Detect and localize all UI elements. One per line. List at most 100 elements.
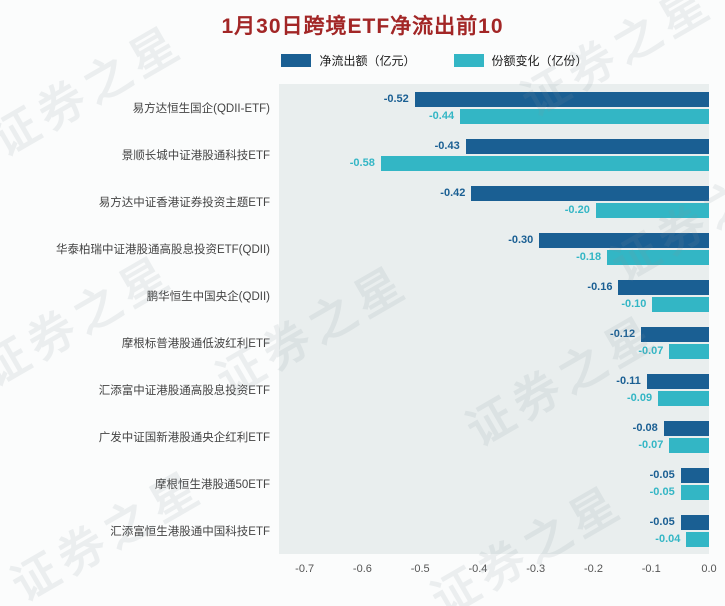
share-change-bar [669, 437, 709, 453]
x-axis-tick-label: -0.1 [641, 563, 661, 575]
bar-value-label: -0.16 [587, 281, 613, 293]
net-outflow-bar [539, 232, 709, 248]
bar-value-label: -0.44 [428, 110, 455, 122]
bar-line: -0.12 [279, 326, 709, 342]
bar-line: -0.07 [279, 343, 709, 359]
bar-value-label: -0.10 [621, 298, 647, 310]
bar-line: -0.42 [279, 185, 709, 201]
bar-area: -0.08 -0.07 [279, 413, 709, 460]
x-axis-tick-label: -0.4 [468, 563, 488, 575]
bar-value-label: -0.52 [383, 93, 409, 105]
bar-value-label: -0.11 [616, 375, 641, 387]
x-axis-tick-label: -0.2 [583, 563, 603, 575]
legend-swatch-share-change [453, 54, 484, 67]
bar-area: -0.42 -0.20 [279, 178, 709, 225]
bar-line: -0.05 [279, 514, 709, 530]
bar-chart: 易方达恒生国企(QDII-ETF) -0.52 -0.44 景顺长城中证港股通科技ET… [0, 84, 717, 578]
legend-item-net-outflow: 净流出额（亿元） [281, 52, 416, 69]
bar-area: -0.52 -0.44 [279, 84, 709, 131]
net-outflow-bar [641, 326, 709, 342]
bar-value-label: -0.05 [649, 516, 675, 528]
bar-line: -0.09 [279, 390, 709, 406]
bar-value-label: -0.09 [627, 392, 653, 404]
bar-line: -0.05 [279, 484, 709, 500]
chart-row: 易方达恒生国企(QDII-ETF) -0.52 -0.44 [0, 84, 709, 131]
chart-row: 摩根恒生港股通50ETF -0.05 -0.05 [0, 460, 709, 507]
share-change-bar [669, 343, 709, 359]
bar-line: -0.05 [279, 467, 709, 483]
chart-row: 易方达中证香港证券投资主题ETF -0.42 -0.20 [0, 178, 709, 225]
legend-label-net-outflow: 净流出额（亿元） [319, 54, 416, 68]
net-outflow-bar [414, 91, 709, 107]
bar-area: -0.12 -0.07 [279, 319, 709, 366]
bar-line: -0.10 [279, 296, 709, 312]
bar-value-label: -0.42 [440, 187, 466, 199]
legend-swatch-net-outflow [281, 54, 312, 67]
net-outflow-bar [465, 138, 709, 154]
bar-line: -0.44 [279, 108, 709, 124]
bar-line: -0.20 [279, 202, 709, 218]
bar-line: -0.18 [279, 249, 709, 265]
bar-value-label: -0.18 [576, 251, 602, 263]
chart-row: 汇添富中证港股通高股息投资ETF -0.11 -0.09 [0, 366, 709, 413]
bar-line: -0.16 [279, 279, 709, 295]
chart-row: 华泰柏瑞中证港股通高股息投资ETF(QDII) -0.30 -0.18 [0, 225, 709, 272]
bar-value-label: -0.04 [655, 533, 681, 545]
bar-value-label: -0.05 [649, 486, 675, 498]
share-change-bar [595, 202, 709, 218]
bar-value-label: -0.08 [632, 422, 658, 434]
x-axis-tick-label: -0.5 [410, 563, 430, 575]
x-axis-tick-label: -0.3 [526, 563, 546, 575]
bar-line: -0.30 [279, 232, 709, 248]
share-change-bar [380, 155, 709, 171]
bar-value-label: -0.43 [434, 140, 460, 152]
x-axis-tick-label: 0.0 [701, 563, 717, 575]
share-change-bar [680, 484, 709, 500]
category-label: 摩根恒生港股通50ETF [154, 478, 270, 491]
x-axis-tick-label: -0.7 [295, 563, 315, 575]
legend-label-share-change: 份额变化（亿份） [491, 54, 588, 68]
share-change-bar [460, 108, 709, 124]
bar-value-label: -0.20 [564, 204, 590, 216]
bar-value-label: -0.12 [610, 328, 636, 340]
legend-item-share-change: 份额变化（亿份） [453, 52, 588, 69]
net-outflow-bar [680, 467, 709, 483]
chart-row: 广发中证国新港股通央企红利ETF -0.08 -0.07 [0, 413, 709, 460]
net-outflow-bar [663, 420, 709, 436]
chart-row: 景顺长城中证港股通科技ETF -0.43 -0.58 [0, 131, 709, 178]
bar-line: -0.43 [279, 138, 709, 154]
bar-area: -0.05 -0.04 [279, 507, 709, 554]
chart-title: 1月30日跨境ETF净流出前10 [221, 15, 504, 38]
category-label: 汇添富中证港股通高股息投资ETF [98, 384, 270, 397]
bar-value-label: -0.58 [349, 157, 375, 169]
bar-line: -0.52 [279, 91, 709, 107]
net-outflow-bar [471, 185, 709, 201]
bar-value-label: -0.07 [638, 345, 664, 357]
bar-value-label: -0.07 [638, 439, 664, 451]
bar-line: -0.11 [279, 373, 709, 389]
x-axis-tick-label: -0.6 [352, 563, 372, 575]
share-change-bar [658, 390, 709, 406]
category-label: 广发中证国新港股通央企红利ETF [98, 431, 270, 444]
share-change-bar [607, 249, 709, 265]
net-outflow-bar [618, 279, 709, 295]
share-change-bar [686, 531, 709, 547]
share-change-bar [652, 296, 709, 312]
chart-rows: 易方达恒生国企(QDII-ETF) -0.52 -0.44 景顺长城中证港股通科技ET… [0, 84, 709, 554]
bar-line: -0.58 [279, 155, 709, 171]
category-label: 华泰柏瑞中证港股通高股息投资ETF(QDII) [55, 243, 270, 256]
legend: 净流出额（亿元） 份额变化（亿份） [160, 52, 709, 69]
net-outflow-bar [646, 373, 709, 389]
bar-line: -0.07 [279, 437, 709, 453]
bar-value-label: -0.05 [649, 469, 675, 481]
bar-area: -0.16 -0.10 [279, 272, 709, 319]
category-label: 景顺长城中证港股通科技ETF [121, 149, 270, 162]
category-label: 摩根标普港股通低波红利ETF [121, 337, 270, 350]
category-label: 易方达中证香港证券投资主题ETF [98, 196, 270, 209]
bar-line: -0.08 [279, 420, 709, 436]
category-label: 鹏华恒生中国央企(QDII) [146, 290, 270, 303]
bar-line: -0.04 [279, 531, 709, 547]
x-axis: -0.7 -0.6 -0.5 -0.4 -0.3 -0.2 -0.1 0.0 [270, 554, 716, 578]
bar-area: -0.43 -0.58 [279, 131, 709, 178]
net-outflow-bar [680, 514, 709, 530]
